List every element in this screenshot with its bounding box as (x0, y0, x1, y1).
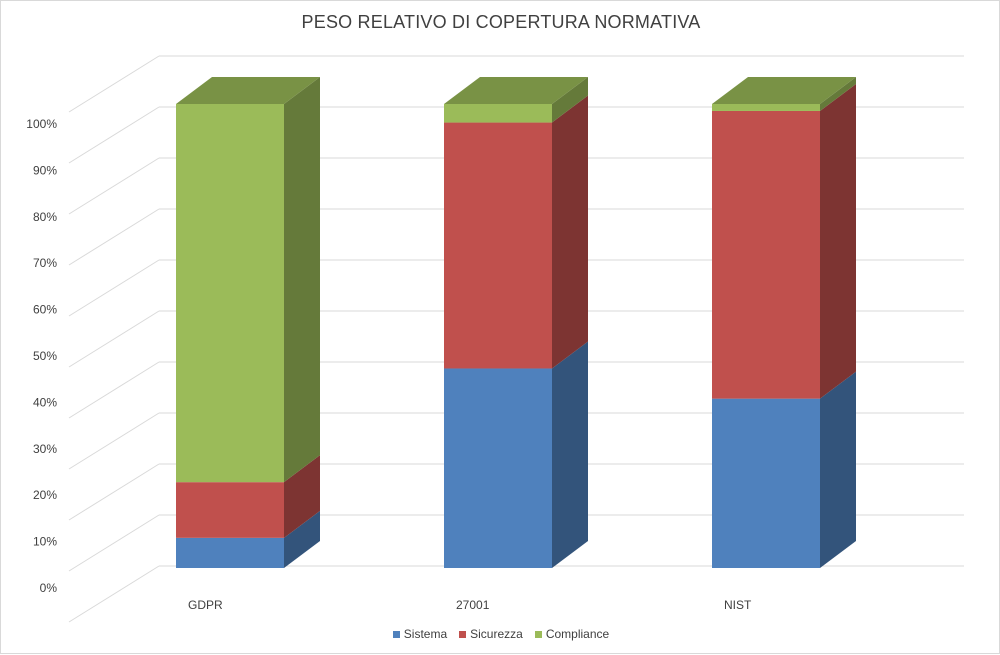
x-tick-label-gdpr: GDPR (188, 598, 223, 612)
legend-swatch-compliance (534, 630, 542, 638)
gridline-depth (68, 157, 160, 215)
bar-side-sicurezza-nist (820, 83, 856, 399)
bar-segment-sicurezza-gdpr (176, 482, 284, 538)
gridline-depth (68, 361, 160, 419)
bar-top-27001 (444, 77, 588, 104)
bar-segment-compliance-27001 (444, 104, 552, 123)
gridline-depth (68, 463, 160, 521)
legend-item-sistema: Sistema (392, 627, 448, 641)
bar-top-gdpr (176, 77, 320, 104)
y-tick-label: 90% (33, 163, 57, 177)
gridline-depth (68, 514, 160, 572)
y-tick-label: 80% (33, 210, 57, 224)
y-tick-label: 50% (33, 349, 57, 363)
bar-segment-sistema-27001 (444, 368, 552, 568)
bar-side-sistema-nist (820, 371, 856, 568)
bar-side-sistema-27001 (552, 341, 588, 568)
bar-segment-sistema-nist (712, 398, 820, 568)
bar-segment-sistema-gdpr (176, 537, 284, 568)
bar-side-sistema-gdpr (284, 510, 320, 568)
chart-title: PESO RELATIVO DI COPERTURA NORMATIVA (301, 12, 701, 32)
y-tick-label: 40% (33, 395, 57, 409)
y-tick-label: 0% (40, 581, 58, 595)
bar-top-nist (712, 77, 856, 104)
legend-item-compliance: Compliance (534, 627, 610, 641)
y-tick-label: 20% (33, 488, 57, 502)
legend-label-sicurezza: Sicurezza (470, 627, 523, 641)
bar-segment-compliance-nist (712, 104, 820, 111)
bar-segment-compliance-gdpr (176, 104, 284, 483)
legend-item-sicurezza: Sicurezza (459, 627, 523, 641)
gridline-depth (68, 310, 160, 368)
bar-segment-sicurezza-27001 (444, 122, 552, 369)
y-tick-label: 100% (26, 117, 57, 131)
bar-side-sicurezza-gdpr (284, 455, 320, 538)
bar-segment-sicurezza-nist (712, 110, 820, 399)
gridline-depth (68, 259, 160, 317)
legend-label-sistema: Sistema (403, 627, 448, 641)
bar-side-compliance-27001 (552, 77, 588, 123)
legend-label-compliance: Compliance (545, 627, 610, 641)
bar-side-compliance-nist (820, 77, 856, 111)
y-tick-label: 10% (33, 535, 57, 549)
bar-side-sicurezza-27001 (552, 95, 588, 369)
y-tick-label: 70% (33, 256, 57, 270)
x-tick-label-27001: 27001 (456, 598, 490, 612)
x-tick-label-nist: NIST (724, 598, 752, 612)
gridline-depth (68, 55, 160, 113)
y-tick-label: 30% (33, 442, 57, 456)
gridline-depth (68, 565, 160, 623)
gridline-depth (68, 106, 160, 164)
gridline-depth (68, 208, 160, 266)
bar-side-compliance-gdpr (284, 77, 320, 483)
chart-legend: Sistema Sicurezza Compliance (1, 627, 1000, 641)
gridline-depth (68, 412, 160, 470)
legend-swatch-sistema (392, 630, 400, 638)
legend-swatch-sicurezza (459, 630, 467, 638)
y-tick-label: 60% (33, 303, 57, 317)
